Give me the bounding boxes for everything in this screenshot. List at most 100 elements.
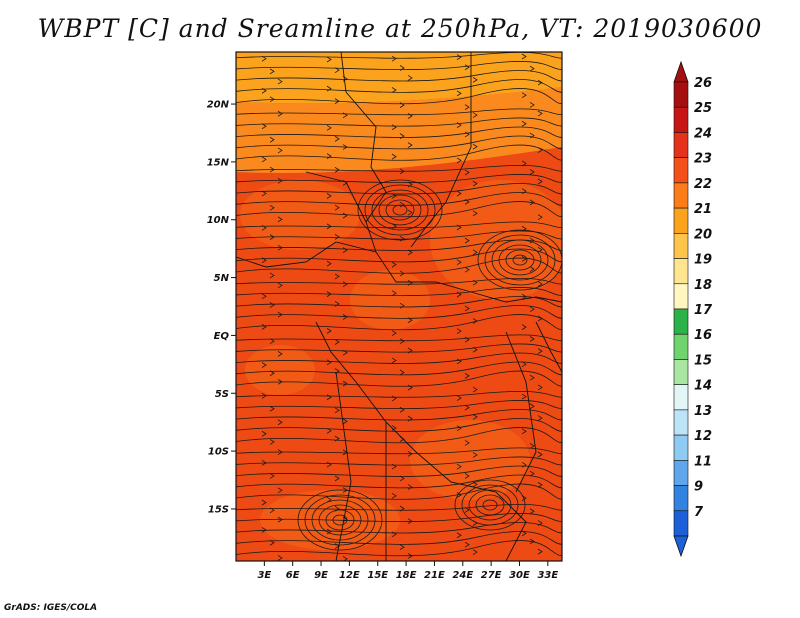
colorbar-swatch [673, 434, 689, 461]
flow-arrow [399, 133, 405, 139]
lat-tick-label: EQ [214, 331, 230, 342]
colorbar-swatch [673, 106, 689, 133]
flow-arrow [472, 210, 478, 217]
streamline [236, 278, 562, 285]
vortex-ring [505, 249, 535, 271]
colorbar-swatch [673, 207, 689, 234]
flow-arrow [269, 68, 275, 75]
vortex-ring [304, 494, 376, 546]
flow-arrow [456, 395, 462, 401]
flow-arrow [261, 430, 267, 437]
flow-arrow [399, 406, 405, 413]
flow-arrow [456, 492, 462, 498]
colorbar-label: 14 [694, 379, 712, 394]
streamline [236, 52, 562, 59]
flow-arrow [456, 54, 462, 60]
streamline [236, 144, 562, 161]
country-border [236, 241, 377, 268]
flow-arrow [521, 393, 527, 400]
lat-tick-label: 15S [208, 504, 229, 515]
streamline [236, 370, 562, 387]
flow-arrow [334, 301, 340, 307]
vortex-ring [318, 504, 362, 536]
colorbar-label: 13 [694, 404, 712, 419]
flow-arrow [277, 282, 283, 289]
flow-arrow [334, 167, 340, 173]
streamline [236, 447, 562, 455]
colorbar-swatch [673, 485, 689, 512]
flow-arrow [261, 224, 267, 231]
colorbar-swatch [673, 157, 689, 184]
vortex-ring [498, 244, 542, 276]
flow-arrow [277, 351, 283, 357]
flow-arrow [537, 214, 543, 221]
flow-arrow [407, 317, 413, 324]
flow-arrow [521, 461, 527, 468]
flow-arrow [399, 168, 405, 175]
streamline [236, 296, 562, 308]
flow-arrow [472, 279, 478, 286]
flow-arrow [456, 90, 462, 97]
streamline [236, 531, 562, 545]
flow-arrow [529, 102, 535, 108]
flow-arrow [269, 204, 275, 211]
flow-arrow [407, 249, 413, 256]
vortex-ring [325, 509, 355, 531]
flow-arrow [261, 257, 267, 264]
flow-arrow [521, 256, 527, 262]
vortex-ring [357, 179, 443, 241]
flow-arrow [464, 64, 470, 71]
vortex-ring [461, 484, 519, 526]
flow-arrow [456, 157, 462, 164]
streamline [236, 418, 562, 432]
flow-arrow [277, 244, 283, 251]
streamline [236, 192, 562, 206]
lon-tick-label: 24E [452, 570, 473, 581]
streamline [236, 126, 562, 138]
streamline [236, 474, 562, 489]
lon-tick-label: 30E [509, 570, 530, 581]
streamline [503, 560, 534, 561]
flow-arrow [464, 169, 470, 176]
flow-arrow [342, 418, 348, 425]
flow-arrow [261, 392, 267, 399]
flow-arrow [334, 234, 340, 240]
flow-arrow [457, 563, 461, 568]
streamline [236, 540, 562, 557]
flow-arrow [391, 153, 397, 160]
country-border [375, 251, 562, 303]
colorbar-label: 26 [694, 76, 712, 91]
latitude-axis: 20N 15N 10N 5N EQ 5S 10S 15S [207, 100, 236, 515]
streamline [236, 79, 562, 93]
colorbar-label: 18 [694, 278, 712, 293]
streamline [236, 314, 562, 331]
flow-arrow [391, 193, 397, 199]
streamline [236, 221, 562, 229]
flow-arrow [521, 361, 527, 368]
streamline [236, 257, 562, 274]
flow-arrow [261, 123, 267, 130]
flow-arrow [529, 199, 535, 206]
country-border [450, 481, 527, 561]
flow-arrow [472, 180, 478, 187]
country-border [305, 171, 367, 223]
lon-tick-label: 6E [286, 570, 300, 581]
streamline [236, 361, 562, 376]
flow-arrow [464, 199, 470, 205]
colorbar-swatch [673, 132, 689, 158]
flow-arrow [537, 79, 543, 86]
colorbar-label: 12 [694, 429, 712, 444]
flow-arrow [407, 415, 413, 422]
streamline [236, 522, 562, 534]
flow-arrow [472, 143, 478, 150]
flow-arrow [334, 475, 340, 482]
flow-arrow [334, 273, 340, 280]
flow-arrow [537, 548, 543, 555]
flow-arrow [326, 291, 332, 297]
flow-arrow [326, 223, 332, 230]
flow-arrow [407, 518, 413, 525]
flow-arrow [529, 374, 535, 381]
colorbar-swatch [673, 359, 689, 385]
flow-arrow [472, 549, 478, 556]
country-border [535, 321, 562, 373]
